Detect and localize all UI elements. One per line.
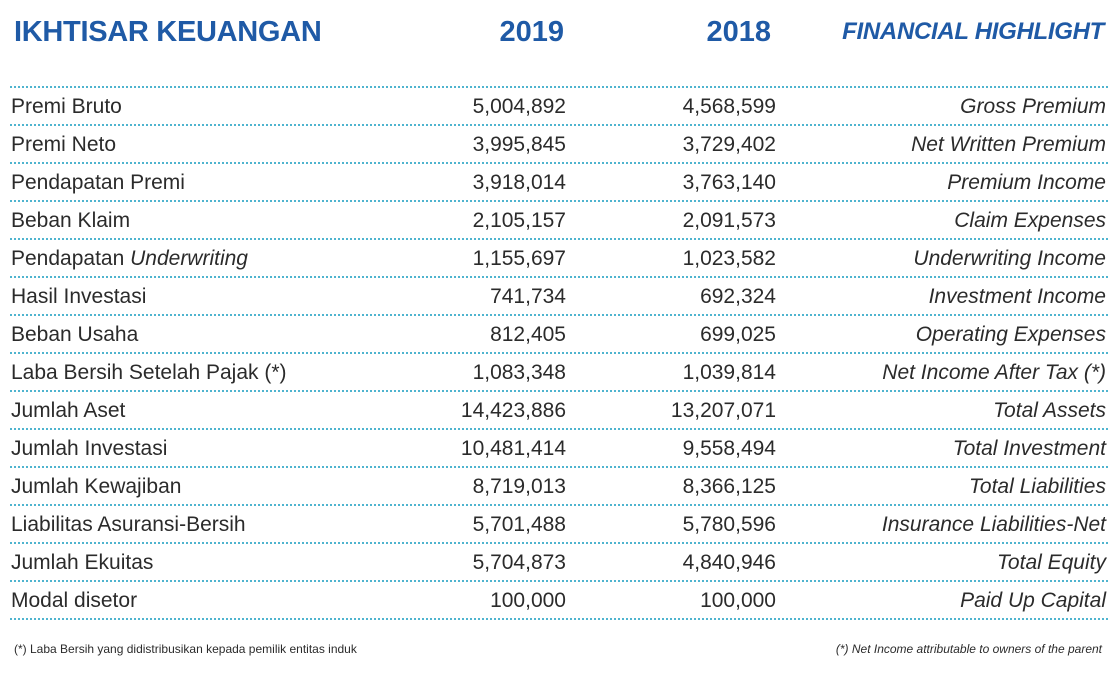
table-row: Beban Usaha 812,405 699,025 Operating Ex… [10, 316, 1108, 354]
value-2018: 4,840,946 [682, 551, 776, 574]
row-label-en: Net Written Premium [911, 133, 1106, 156]
value-2019: 5,704,873 [472, 551, 566, 574]
table-row: Laba Bersih Setelah Pajak (*) 1,083,348 … [10, 354, 1108, 392]
row-label-id: Modal disetor [11, 589, 138, 612]
value-2019: 3,995,845 [472, 133, 566, 156]
row-label-id: Premi Bruto [11, 95, 122, 118]
value-2018: 100,000 [700, 589, 776, 612]
value-2018: 8,366,125 [682, 475, 776, 498]
row-label-en: Total Equity [997, 551, 1106, 574]
row-label-en: Total Liabilities [969, 475, 1106, 498]
value-2019: 1,155,697 [472, 247, 566, 270]
table-row: Jumlah Kewajiban 8,719,013 8,366,125 Tot… [10, 468, 1108, 506]
value-2018: 13,207,071 [670, 399, 776, 422]
value-2018: 1,039,814 [682, 361, 776, 384]
value-2018: 1,023,582 [682, 247, 776, 270]
value-2019: 741,734 [490, 285, 566, 308]
row-label-en: Underwriting Income [913, 247, 1106, 270]
row-label-id: Laba Bersih Setelah Pajak (*) [11, 361, 287, 384]
row-label-en: Investment Income [928, 285, 1106, 308]
row-label-en: Claim Expenses [954, 209, 1106, 232]
value-2018: 699,025 [700, 323, 776, 346]
value-2019: 8,719,013 [472, 475, 566, 498]
footnote-indonesian: (*) Laba Bersih yang didistribusikan kep… [14, 642, 357, 656]
table-row: Premi Neto 3,995,845 3,729,402 Net Writt… [10, 126, 1108, 164]
value-2019: 10,481,414 [460, 437, 566, 460]
table-row: Jumlah Ekuitas 5,704,873 4,840,946 Total… [10, 544, 1108, 582]
table-row: Hasil Investasi 741,734 692,324 Investme… [10, 278, 1108, 316]
value-2018: 2,091,573 [682, 209, 776, 232]
value-2018: 5,780,596 [682, 513, 776, 536]
row-label-id: Jumlah Kewajiban [11, 475, 182, 498]
value-2019: 5,004,892 [472, 95, 566, 118]
value-2018: 9,558,494 [682, 437, 776, 460]
table-row: Premi Bruto 5,004,892 4,568,599 Gross Pr… [10, 88, 1108, 126]
row-label-id: Premi Neto [11, 133, 117, 156]
value-2019: 1,083,348 [472, 361, 566, 384]
table-row: Beban Klaim 2,105,157 2,091,573 Claim Ex… [10, 202, 1108, 240]
value-2019: 2,105,157 [472, 209, 566, 232]
row-label-italic: Underwriting [130, 247, 248, 270]
row-label-id: Hasil Investasi [11, 285, 147, 308]
table-row: Jumlah Investasi 10,481,414 9,558,494 To… [10, 430, 1108, 468]
table-header: IKHTISAR KEUANGAN 2019 2018 FINANCIAL HI… [0, 0, 1120, 70]
title-english: FINANCIAL HIGHLIGHT [842, 18, 1104, 45]
footnote-english: (*) Net Income attributable to owners of… [835, 642, 1102, 656]
row-label-id: Jumlah Ekuitas [11, 551, 154, 574]
value-2018: 4,568,599 [682, 95, 776, 118]
row-label-id: Jumlah Investasi [11, 437, 168, 460]
value-2018: 3,729,402 [682, 133, 776, 156]
row-label-id: Beban Klaim [11, 209, 131, 232]
column-header-2018: 2018 [706, 16, 771, 48]
row-label-en: Insurance Liabilities-Net [881, 513, 1106, 536]
value-2018: 3,763,140 [682, 171, 776, 194]
row-label-en: Total Investment [952, 437, 1106, 460]
value-2019: 812,405 [490, 323, 566, 346]
title-indonesian: IKHTISAR KEUANGAN [14, 16, 322, 48]
table-row: Liabilitas Asuransi-Bersih 5,701,488 5,7… [10, 506, 1108, 544]
table-row: Pendapatan Underwriting 1,155,697 1,023,… [10, 240, 1108, 278]
row-label-en: Net Income After Tax (*) [882, 361, 1106, 384]
financial-highlight-table: Premi Bruto 5,004,892 4,568,599 Gross Pr… [10, 86, 1108, 620]
value-2019: 14,423,886 [460, 399, 566, 422]
column-header-2019: 2019 [499, 16, 564, 48]
value-2019: 5,701,488 [472, 513, 566, 536]
table-row: Pendapatan Premi 3,918,014 3,763,140 Pre… [10, 164, 1108, 202]
row-label-id: Jumlah Aset [11, 399, 126, 422]
row-label-en: Paid Up Capital [960, 589, 1106, 612]
row-label-id: Liabilitas Asuransi-Bersih [11, 513, 246, 536]
table-row: Jumlah Aset 14,423,886 13,207,071 Total … [10, 392, 1108, 430]
row-label-id: Pendapatan Underwriting [11, 240, 248, 278]
value-2019: 3,918,014 [472, 171, 566, 194]
table-row: Modal disetor 100,000 100,000 Paid Up Ca… [10, 582, 1108, 620]
row-label-en: Operating Expenses [915, 323, 1106, 346]
row-label-id: Beban Usaha [11, 323, 139, 346]
value-2018: 692,324 [700, 285, 776, 308]
row-label-prefix: Pendapatan [11, 247, 131, 270]
row-label-en: Premium Income [947, 171, 1106, 194]
row-label-en: Gross Premium [960, 95, 1106, 118]
value-2019: 100,000 [490, 589, 566, 612]
row-label-id: Pendapatan Premi [11, 171, 185, 194]
row-label-en: Total Assets [993, 399, 1106, 422]
